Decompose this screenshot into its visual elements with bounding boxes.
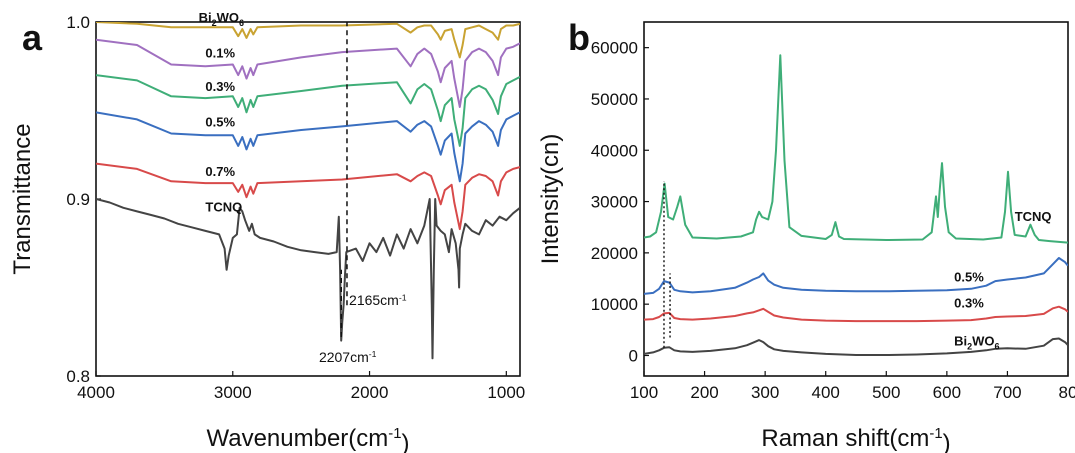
peak-annotation-sup: -1: [399, 292, 407, 302]
series-label-0-5: TCNQ: [205, 199, 242, 214]
series-line-1-3: [644, 337, 1068, 356]
series-label-name: 0.3%: [954, 295, 984, 310]
series-line-0-4: [96, 162, 520, 231]
y-tick-label: 1.0: [66, 13, 90, 32]
x-tick-label: 4000: [77, 383, 115, 402]
series-label-name-sub: 2: [212, 18, 217, 28]
x-axis-title-main: Wavenumber(cm: [206, 425, 388, 452]
series-label-0-2: 0.3%: [205, 79, 235, 94]
x-tick-label: 2000: [351, 383, 389, 402]
y-tick-label: 0.8: [66, 367, 90, 386]
plot-area: [96, 22, 520, 360]
y-axis-title: Transmittance: [9, 123, 36, 274]
series-line-1-0: [644, 54, 1068, 244]
x-tick-label: 500: [872, 383, 900, 402]
series-label-name-sub2: 6: [239, 18, 244, 28]
y-tick-label: 40000: [591, 141, 638, 160]
series-label-name: 0.3%: [205, 79, 235, 94]
series-line-0-5: [96, 198, 520, 360]
series-line-0-3: [96, 111, 520, 183]
peak-annotation-main: 2207cm: [319, 349, 369, 365]
series-label-1-0: TCNQ: [1015, 209, 1052, 224]
x-tick-label: 3000: [214, 383, 252, 402]
y-tick-label: 0: [629, 346, 638, 365]
plot-frame: [95, 21, 521, 377]
series-label-name: 0.1%: [205, 45, 235, 60]
plot-frame: [643, 21, 1069, 377]
panel-letter-a: a: [22, 17, 43, 58]
x-tick-label: 400: [812, 383, 840, 402]
y-tick-label: 60000: [591, 39, 638, 58]
peak-annotation-1: 2207cm-1: [319, 349, 377, 365]
series-line-0-2: [96, 74, 520, 147]
series-label-name-mid: WO: [217, 10, 239, 25]
y-tick-label: 30000: [591, 193, 638, 212]
series-label-name: 0.7%: [205, 164, 235, 179]
series-label-name-mid: WO: [972, 334, 994, 349]
x-tick-label: 300: [751, 383, 779, 402]
series-label-name-sub2: 6: [995, 342, 1000, 352]
x-axis-title: Raman shift(cm-1): [761, 425, 950, 453]
panel-letter-b: b: [568, 17, 590, 58]
y-tick-label: 20000: [591, 244, 638, 263]
series-label-name: 0.5%: [954, 270, 984, 285]
series-label-1-1: 0.5%: [954, 270, 984, 285]
y-tick-label: 0.9: [66, 190, 90, 209]
peak-annotation-sup: -1: [369, 349, 377, 359]
y-tick-label: 50000: [591, 90, 638, 109]
series-line-1-2: [644, 305, 1068, 323]
series-label-name: TCNQ: [205, 199, 242, 214]
y-axis-title: Intensity(cn): [537, 134, 564, 265]
series-label-name: TCNQ: [1015, 209, 1052, 224]
x-tick-label: 1000: [487, 383, 525, 402]
x-axis-title-sup: -1: [388, 426, 401, 442]
series-label-0-0: Bi2WO6: [199, 10, 244, 28]
plot-area: [644, 54, 1068, 356]
x-axis-title-main: Raman shift(cm: [761, 425, 929, 452]
peak-annotation-main: 2165cm: [349, 292, 399, 308]
x-axis-title-sup: -1: [929, 426, 942, 442]
x-axis-title: Wavenumber(cm-1): [206, 425, 409, 453]
series-label-1-3: Bi2WO6: [954, 334, 999, 352]
x-tick-label: 600: [933, 383, 961, 402]
series-line-0-1: [96, 38, 520, 108]
series-label-1-2: 0.3%: [954, 295, 984, 310]
series-label-name: Bi: [954, 334, 967, 349]
x-axis-title-end: ): [402, 430, 410, 453]
series-label-0-4: 0.7%: [205, 164, 235, 179]
series-label-0-3: 0.5%: [205, 114, 235, 129]
series-label-name: Bi: [199, 10, 212, 25]
series-label-name: 0.5%: [205, 114, 235, 129]
series-line-1-1: [644, 257, 1068, 295]
x-axis-title-end: ): [943, 430, 951, 453]
x-tick-label: 200: [690, 383, 718, 402]
series-label-0-1: 0.1%: [205, 45, 235, 60]
peak-annotation-0: 2165cm-1: [349, 292, 407, 308]
series-line-0-0: [96, 22, 520, 59]
x-tick-label: 100: [630, 383, 658, 402]
x-tick-label: 700: [993, 383, 1021, 402]
x-tick-label: 80: [1059, 383, 1075, 402]
series-label-name-sub: 2: [967, 342, 972, 352]
y-tick-label: 10000: [591, 295, 638, 314]
